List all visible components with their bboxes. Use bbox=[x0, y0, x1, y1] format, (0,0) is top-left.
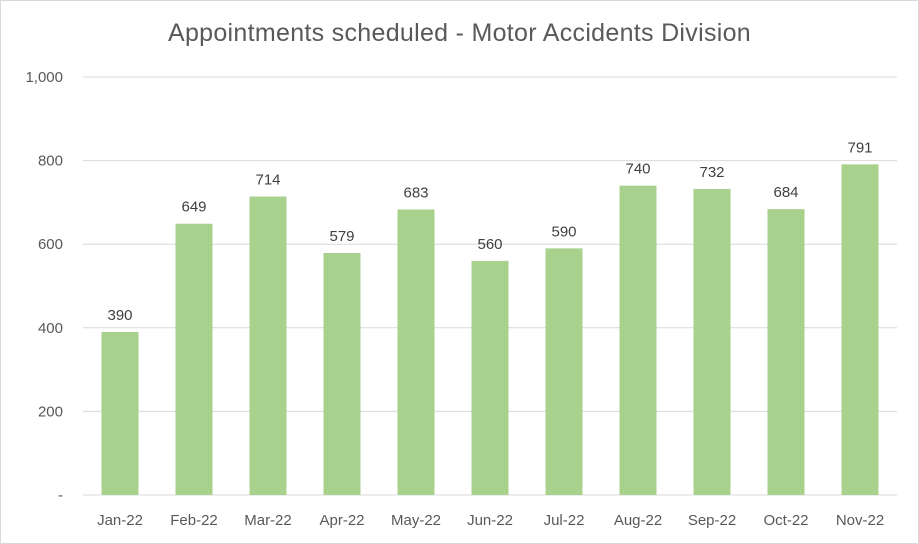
x-tick-label: Mar-22 bbox=[244, 512, 292, 529]
data-label: 390 bbox=[107, 307, 132, 324]
y-tick-label: 600 bbox=[38, 236, 63, 253]
bar bbox=[397, 209, 435, 496]
data-label: 560 bbox=[477, 236, 502, 253]
x-tick-label: Sep-22 bbox=[688, 512, 736, 529]
bar bbox=[323, 252, 361, 495]
y-tick-label: 200 bbox=[38, 403, 63, 420]
bar bbox=[249, 196, 287, 495]
bars bbox=[101, 164, 879, 496]
y-tick-label: 800 bbox=[38, 153, 63, 170]
data-label: 590 bbox=[551, 223, 576, 240]
x-tick-label: Jul-22 bbox=[544, 512, 585, 529]
data-label: 740 bbox=[625, 161, 650, 178]
x-tick-label: May-22 bbox=[391, 512, 441, 529]
data-label: 579 bbox=[329, 228, 354, 245]
y-tick-label: - bbox=[58, 487, 63, 504]
x-tick-label: Feb-22 bbox=[170, 512, 218, 529]
data-label: 649 bbox=[181, 199, 206, 216]
bar bbox=[767, 209, 805, 495]
data-label: 732 bbox=[699, 164, 724, 181]
data-label: 683 bbox=[403, 185, 428, 202]
y-axis-tick-labels: - 200 400 600 800 1,000 bbox=[25, 69, 63, 504]
data-label: 714 bbox=[255, 172, 280, 189]
x-tick-label: Nov-22 bbox=[836, 512, 884, 529]
bar bbox=[471, 260, 509, 495]
bar bbox=[693, 189, 731, 496]
y-tick-label: 400 bbox=[38, 320, 63, 337]
x-tick-label: Apr-22 bbox=[319, 512, 364, 529]
x-tick-label: Jun-22 bbox=[467, 512, 513, 529]
x-tick-label: Aug-22 bbox=[614, 512, 662, 529]
data-labels: 390 649 714 579 683 560 590 740 732 684 791 bbox=[107, 139, 872, 324]
bar bbox=[545, 248, 583, 495]
bar bbox=[619, 185, 657, 495]
data-label: 791 bbox=[847, 139, 872, 156]
x-tick-label: Oct-22 bbox=[763, 512, 808, 529]
x-axis-tick-labels: Jan-22 Feb-22 Mar-22 Apr-22 May-22 Jun-22 Jul-… bbox=[97, 512, 884, 529]
bar bbox=[841, 164, 879, 495]
chart-title: Appointments scheduled - Motor Accidents… bbox=[167, 19, 752, 47]
bar bbox=[175, 223, 213, 495]
x-tick-label: Jan-22 bbox=[97, 512, 143, 529]
y-tick-label: 1,000 bbox=[25, 69, 63, 86]
data-label: 684 bbox=[773, 184, 798, 201]
bar bbox=[101, 331, 139, 495]
